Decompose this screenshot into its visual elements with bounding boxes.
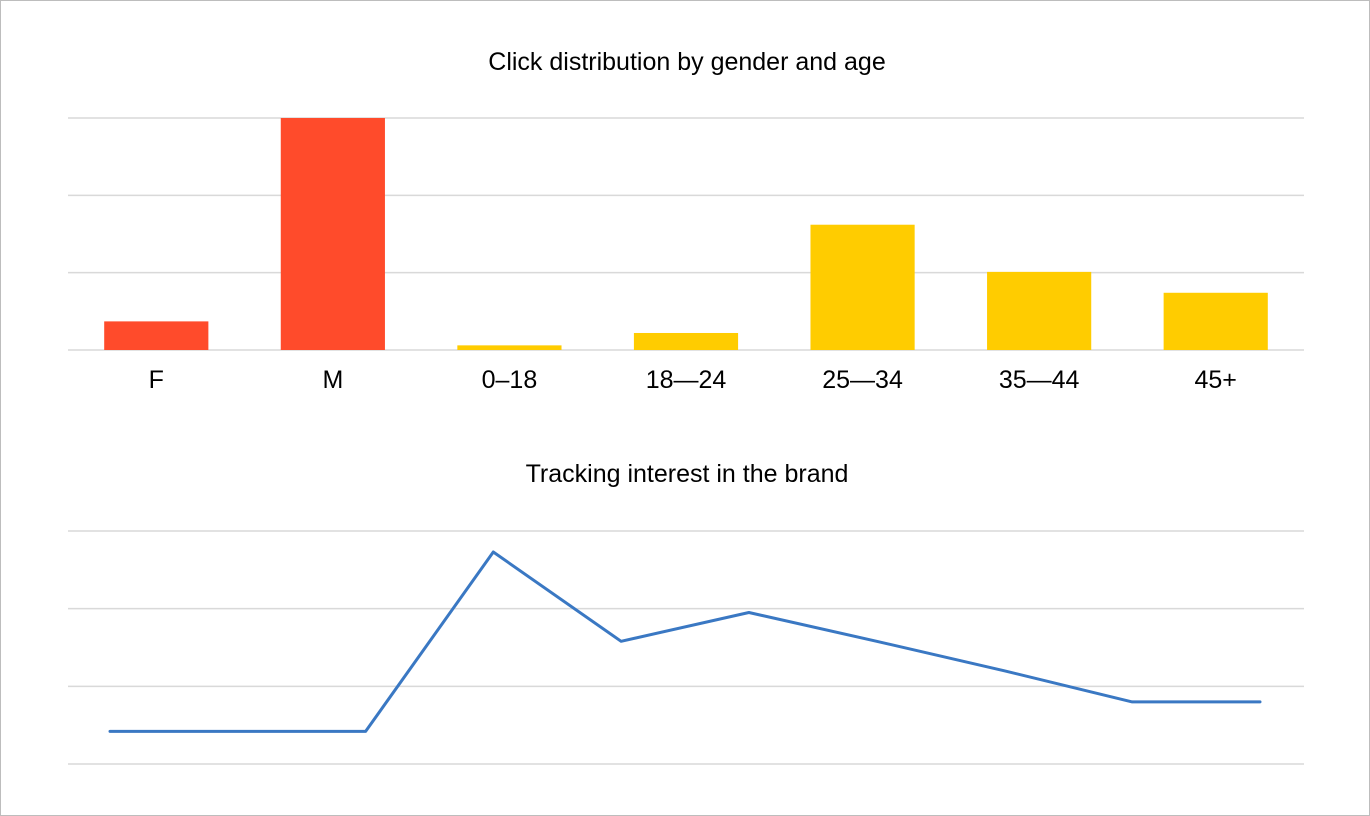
bar-2 [280, 118, 385, 350]
bar-x-tick-label: 45+ [1195, 366, 1237, 394]
bar-chart-bars [104, 118, 1268, 350]
line-chart-title: Tracking interest in the brand [526, 460, 849, 488]
bar-1 [104, 321, 209, 350]
bar-chart-gridlines [68, 117, 1304, 351]
bar-5 [810, 224, 915, 350]
bar-x-tick-label: 18—24 [646, 366, 727, 394]
bar-7 [1163, 292, 1268, 350]
bar-x-tick-label: 35—44 [999, 366, 1080, 394]
line-chart-series [108, 550, 1262, 733]
line-chart-gridlines [68, 530, 1304, 765]
bar-x-tick-label: 25—34 [822, 366, 903, 394]
line-series [108, 550, 1262, 733]
line-chart: Tracking interest in the brand [68, 460, 1304, 765]
bar-chart-x-tick-labels: F M 0–18 18—24 25—34 35—44 45+ [149, 366, 1237, 394]
bar-x-tick-label: 0–18 [482, 366, 538, 394]
bar-chart-title: Click distribution by gender and age [488, 48, 885, 76]
bar-chart: Click distribution by gender and age F M 0… [68, 48, 1304, 394]
bar-6 [987, 271, 1092, 350]
bar-x-tick-label: F [149, 366, 164, 394]
bar-4 [633, 332, 739, 350]
bar-x-tick-label: M [322, 366, 343, 394]
bar-3 [457, 345, 562, 350]
